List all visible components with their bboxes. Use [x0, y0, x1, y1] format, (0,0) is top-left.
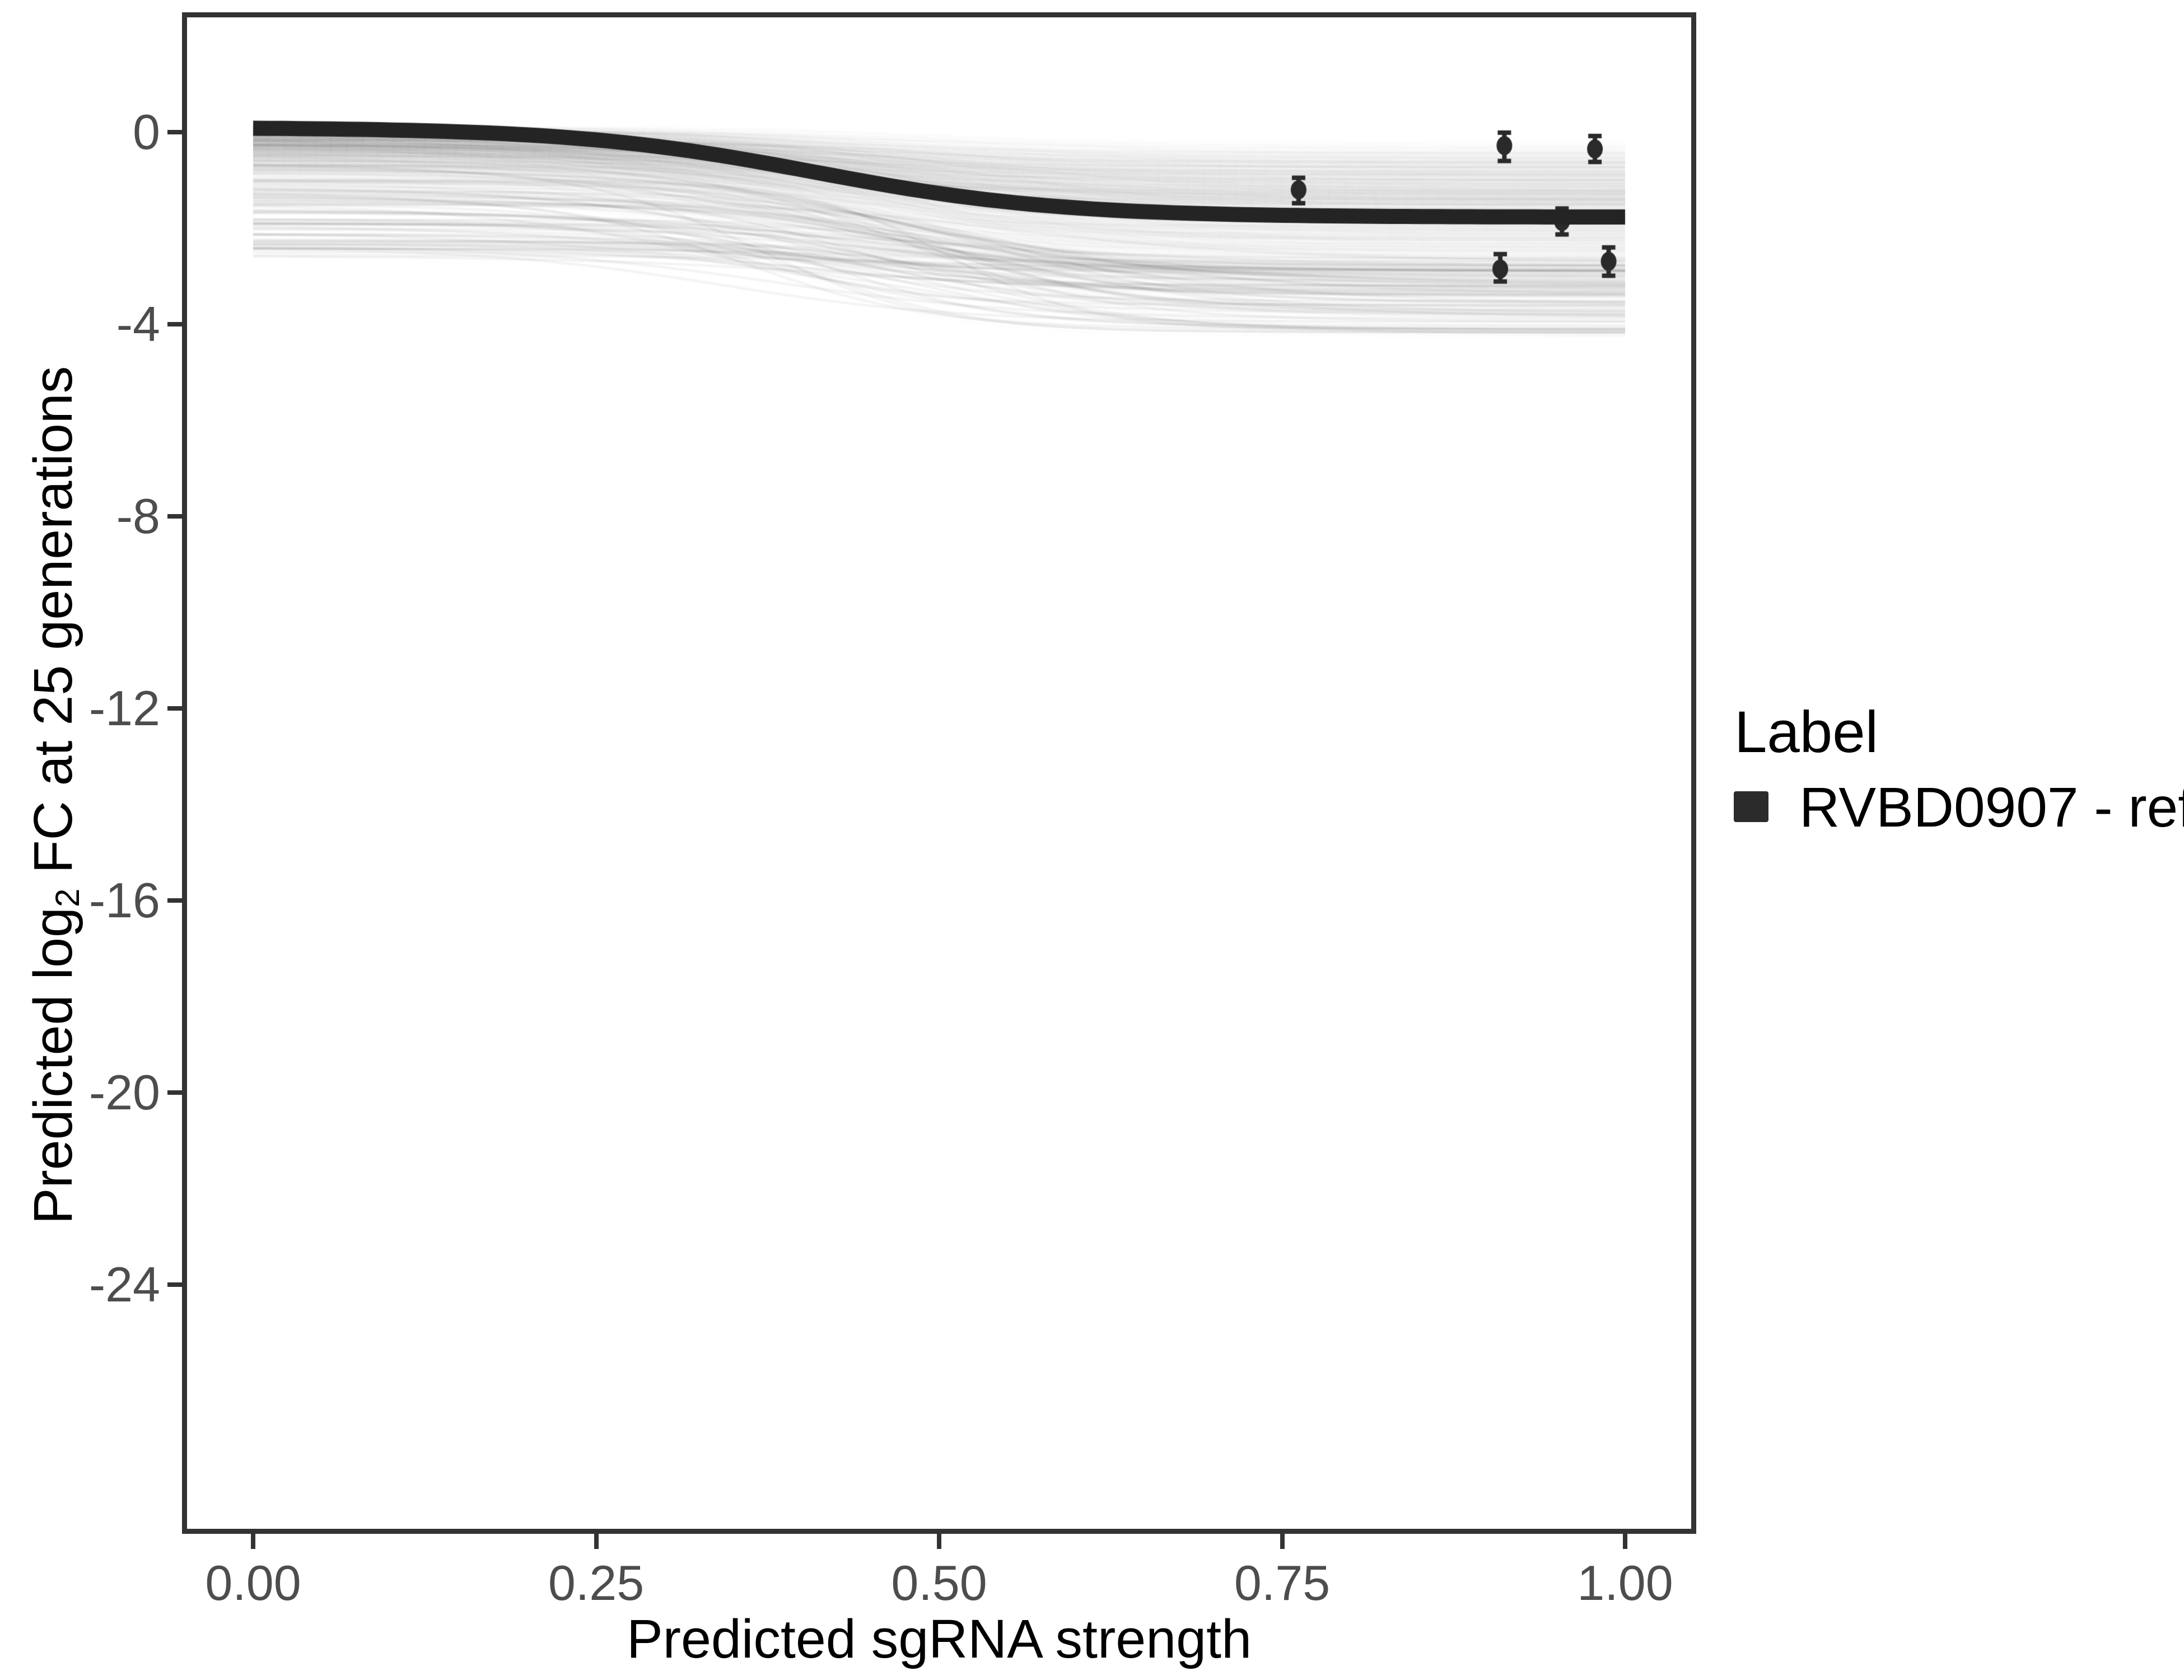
- x-tick-mark: [1280, 1534, 1285, 1549]
- legend: Label RVBD0907 - ref: [1733, 699, 2184, 885]
- y-axis-title-suffix: FC at 25 generations: [22, 366, 83, 889]
- x-tick-label: 0.25: [548, 1555, 645, 1611]
- y-tick-label: -24: [88, 1257, 160, 1312]
- legend-entry-label: RVBD0907 - ref: [1799, 776, 2184, 839]
- y-tick-label: -8: [116, 488, 160, 544]
- y-tick-label: -4: [116, 296, 160, 352]
- y-tick-mark: [167, 322, 183, 326]
- y-tick-label: -12: [88, 680, 160, 736]
- y-tick-mark: [167, 1282, 183, 1287]
- panel-border: [182, 12, 1696, 1534]
- x-tick-mark: [251, 1534, 255, 1549]
- x-tick-label: 1.00: [1577, 1555, 1673, 1611]
- y-tick-mark: [167, 514, 183, 519]
- y-tick-label: 0: [133, 104, 160, 160]
- y-axis-title-subscript: 2: [49, 888, 87, 908]
- x-axis-title: Predicted sgRNA strength: [626, 1608, 1252, 1669]
- x-tick-mark: [937, 1534, 941, 1549]
- y-axis-title-prefix: Predicted log: [22, 907, 83, 1225]
- y-tick-mark: [167, 1090, 183, 1095]
- y-tick-mark: [167, 898, 183, 903]
- y-tick-mark: [167, 130, 183, 134]
- legend-key-swatch-icon: [1734, 791, 1768, 822]
- y-tick-label: -16: [88, 872, 160, 928]
- y-axis-title: Predicted log2 FC at 25 generations: [17, 179, 90, 1411]
- y-tick-label: -20: [88, 1065, 160, 1120]
- x-tick-mark: [594, 1534, 599, 1549]
- y-tick-mark: [167, 706, 183, 711]
- legend-title: Label: [1734, 699, 1878, 765]
- x-tick-label: 0.00: [205, 1555, 301, 1611]
- x-tick-label: 0.75: [1234, 1555, 1331, 1611]
- x-tick-label: 0.50: [891, 1555, 987, 1611]
- x-tick-mark: [1623, 1534, 1627, 1549]
